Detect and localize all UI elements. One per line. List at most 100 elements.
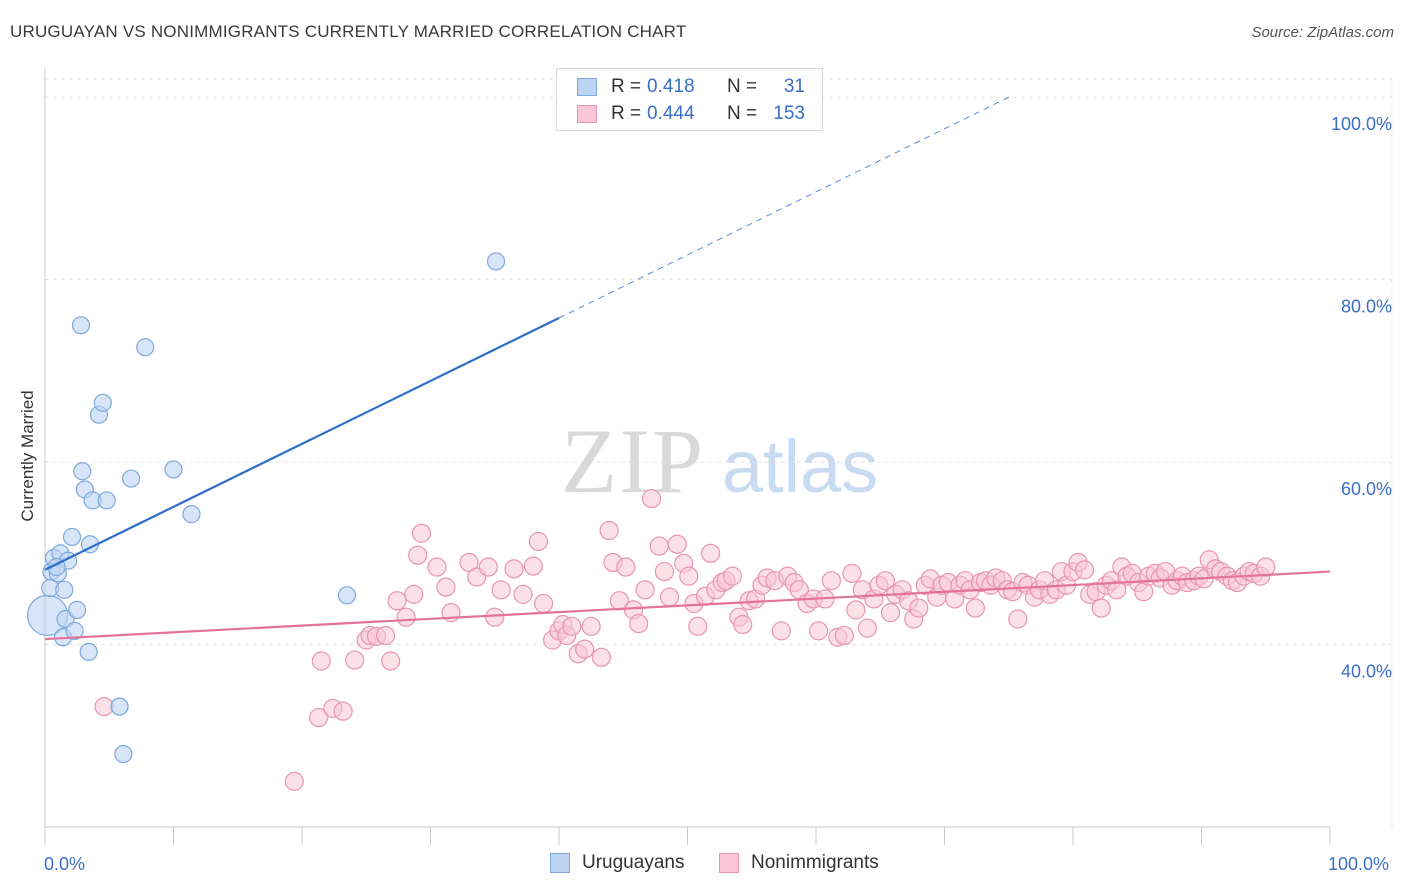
uruguayans-point	[93, 393, 112, 412]
y-tick-label: 100.0%	[1331, 114, 1392, 134]
nonimmigrants-point	[616, 557, 636, 577]
uruguayans-point	[79, 642, 98, 661]
nonimmigrants-point	[659, 587, 680, 607]
uruguayans-point	[182, 505, 201, 524]
nonimmigrants-point	[857, 618, 878, 638]
nonimmigrants-point	[679, 566, 699, 586]
y-tick-label: 60.0%	[1341, 479, 1392, 499]
nonimmigrants-point	[381, 651, 401, 671]
uruguayans-trendline	[44, 317, 560, 571]
legend-item-uruguayans[interactable]: Uruguayans	[550, 852, 684, 874]
nonimmigrants-point	[965, 598, 985, 618]
nonimmigrants-point	[846, 600, 866, 620]
nonimmigrants-point	[641, 489, 662, 509]
nonimmigrants-point	[591, 647, 612, 667]
nonimmigrants-point	[387, 591, 407, 611]
nonimmigrants-point	[345, 650, 365, 670]
nonimmigrants-point	[875, 571, 895, 591]
nonimmigrants-point	[284, 771, 304, 791]
nonimmigrants-point	[635, 580, 655, 600]
uruguayans-swatch	[577, 78, 597, 96]
legend-row-nonimmigrants: R = 0.444 N = 153	[577, 102, 805, 126]
chart-title: URUGUAYAN VS NONIMMIGRANTS CURRENTLY MAR…	[10, 22, 687, 41]
nonimmigrants-point	[701, 543, 721, 563]
uruguayans-point	[486, 252, 506, 271]
nonimmigrants-point	[436, 577, 456, 597]
nonimmigrants-point	[1008, 609, 1028, 629]
nonimmigrants-point	[667, 534, 687, 554]
n-value: 31	[783, 76, 805, 97]
nonimmigrants-point	[504, 559, 524, 579]
nonimmigrants-point	[733, 614, 753, 635]
nonimmigrants-point	[1107, 580, 1127, 600]
legend-label: Nonimmigrants	[751, 852, 879, 873]
nonimmigrants-point	[528, 531, 549, 552]
uruguayans-point	[136, 338, 155, 357]
nonimmigrants-swatch	[719, 853, 739, 873]
uruguayans-point	[114, 744, 133, 764]
watermark-zip: ZIP	[561, 410, 705, 512]
nonimmigrants-point	[909, 598, 929, 618]
nonimmigrants-point	[1256, 557, 1276, 577]
nonimmigrants-point	[427, 557, 447, 577]
correlation-legend: R = 0.418 N = 31 R = 0.444 N = 153	[556, 68, 823, 131]
nonimmigrants-point	[581, 616, 601, 636]
nonimmigrants-point	[629, 613, 649, 634]
n-value: 153	[773, 103, 805, 124]
nonimmigrants-point	[562, 616, 582, 636]
nonimmigrants-point	[533, 593, 554, 614]
y-axis-label: Currently Married	[18, 390, 37, 522]
nonimmigrants-point	[654, 561, 674, 582]
n-label: N =	[727, 76, 758, 97]
y-tick-label: 40.0%	[1341, 662, 1392, 682]
uruguayans-point	[97, 491, 116, 510]
legend-row-uruguayans: R = 0.418 N = 31	[577, 75, 805, 99]
x-tick-label-max: 100.0%	[1328, 854, 1390, 874]
y-tick-label: 80.0%	[1341, 297, 1392, 317]
nonimmigrants-point	[688, 616, 708, 636]
uruguayans-point	[121, 469, 141, 488]
n-label: N =	[727, 103, 758, 124]
nonimmigrants-point	[808, 621, 829, 641]
nonimmigrants-point	[575, 639, 595, 659]
uruguayans-point	[68, 600, 87, 619]
nonimmigrants-point	[478, 557, 498, 577]
uruguayans-point	[65, 621, 84, 640]
legend-item-nonimmigrants[interactable]: Nonimmigrants	[719, 852, 879, 874]
r-label: R =	[611, 103, 642, 124]
nonimmigrants-swatch	[577, 105, 597, 123]
nonimmigrants-point	[722, 566, 743, 586]
nonimmigrants-point	[834, 625, 854, 646]
nonimmigrants-point	[94, 696, 114, 717]
nonimmigrants-point	[411, 523, 432, 543]
uruguayans-point	[71, 316, 91, 335]
series-legend: Uruguayans Nonimmigrants	[0, 852, 1406, 878]
r-value: 0.418	[647, 76, 695, 97]
nonimmigrants-point	[404, 584, 424, 604]
nonimmigrants-trendline	[44, 570, 1331, 641]
uruguayans-point	[110, 697, 129, 716]
nonimmigrants-point	[821, 571, 842, 591]
uruguayans-point	[73, 462, 92, 481]
chart-source: Source: ZipAtlas.com	[1251, 24, 1394, 41]
nonimmigrants-point	[333, 701, 353, 721]
uruguayans-swatch	[550, 853, 570, 873]
r-label: R =	[611, 76, 642, 97]
uruguayans-point	[62, 527, 82, 547]
nonimmigrants-point	[880, 603, 901, 623]
nonimmigrants-point	[599, 520, 619, 541]
watermark-atlas: atlas	[722, 425, 878, 508]
nonimmigrants-point	[771, 621, 791, 641]
nonimmigrants-point	[375, 625, 396, 646]
r-value: 0.444	[647, 103, 695, 124]
nonimmigrants-point	[523, 556, 543, 576]
x-tick-label-min: 0.0%	[44, 854, 86, 874]
uruguayans-point	[164, 460, 183, 479]
nonimmigrants-point	[309, 707, 329, 728]
nonimmigrants-point	[311, 651, 331, 671]
nonimmigrants-point	[491, 580, 511, 600]
nonimmigrants-point	[842, 563, 862, 584]
nonimmigrants-point	[1091, 598, 1111, 618]
nonimmigrants-point	[396, 607, 416, 627]
